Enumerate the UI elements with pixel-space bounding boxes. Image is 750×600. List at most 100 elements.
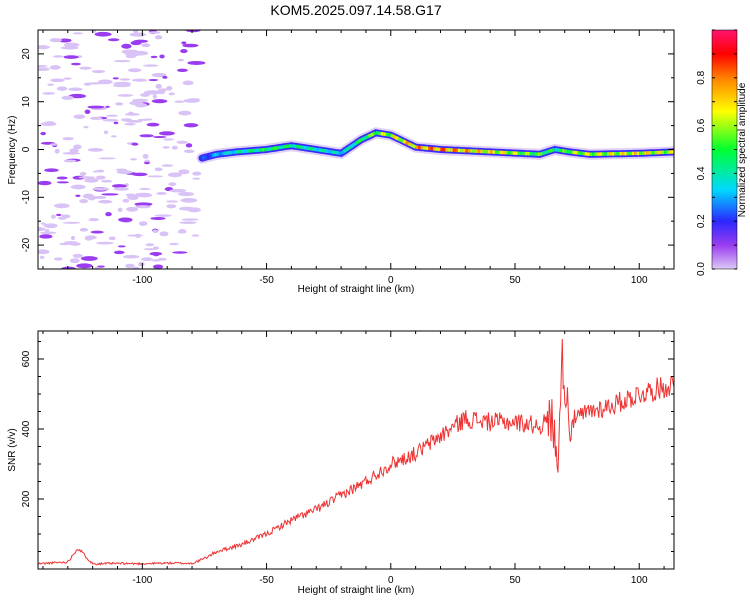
noise-speck: [113, 187, 129, 191]
x-tick-label: 0: [388, 575, 394, 586]
noise-speck: [161, 164, 174, 167]
noise-speck: [126, 206, 139, 212]
ridge-segment: [365, 134, 370, 140]
noise-speck: [169, 189, 187, 193]
noise-speck: [94, 266, 100, 269]
noise-speck: [129, 32, 147, 37]
noise-speck: [84, 109, 91, 115]
spectrogram-y-axis: -20 -10 0 10 20: [21, 29, 674, 270]
noise-speck: [182, 80, 194, 86]
noise-speck: [177, 58, 185, 62]
noise-speck: [155, 83, 162, 89]
noise-speck: [79, 66, 92, 70]
x-tick-label: -50: [259, 275, 274, 286]
colorbar-tick-label: 0.2: [696, 214, 707, 228]
ridge-segment: [546, 149, 551, 154]
ridge-segment: [355, 140, 360, 145]
x-tick-label: -100: [132, 275, 152, 286]
noise-speck: [44, 229, 50, 233]
ridge-segment: [211, 153, 215, 158]
noise-speck: [44, 121, 55, 124]
noise-speck: [152, 229, 159, 234]
ridge-segment: [340, 150, 345, 155]
ridge-segment: [347, 145, 353, 150]
noise-speck: [98, 199, 113, 204]
noise-speck: [70, 62, 81, 66]
colorbar-tick-label: 0.6: [696, 118, 707, 132]
ridge-segment: [404, 140, 409, 146]
noise-speck: [70, 235, 76, 241]
noise-speck: [166, 204, 177, 209]
noise-speck: [38, 182, 43, 185]
noise-speck: [113, 250, 125, 255]
noise-speck: [168, 182, 177, 187]
noise-speck: [56, 86, 68, 91]
noise-speck: [112, 84, 131, 88]
noise-speck: [62, 151, 80, 155]
noise-speck: [144, 161, 150, 165]
colorbar: 0.0 0.2 0.4 0.6 0.8 Normalized spectral ampl…: [696, 29, 748, 276]
noise-speck: [184, 149, 195, 153]
noise-speck: [113, 121, 119, 125]
noise-speck: [49, 143, 58, 146]
ridge-segment: [208, 153, 213, 158]
noise-speck: [50, 78, 65, 83]
noise-speck: [157, 257, 167, 261]
ridge-segment: [407, 141, 412, 147]
noise-speck: [134, 192, 152, 198]
noise-speck: [79, 171, 87, 176]
ridge-segment: [541, 151, 546, 156]
noise-speck: [39, 255, 45, 259]
noise-speck: [110, 135, 117, 138]
noise-speck: [130, 158, 137, 161]
snr-panel: -100 -50 0 50 100 200 400 600 Height of straig…: [7, 330, 675, 596]
noise-speck: [63, 77, 72, 80]
noise-speck: [38, 67, 50, 72]
ridge-segment: [544, 150, 548, 155]
ridge-segment: [345, 146, 350, 152]
snr-y-axis: 200 400 600: [21, 341, 674, 570]
ridge-segment: [399, 138, 404, 143]
noise-speck: [165, 200, 179, 203]
ridge-segment: [549, 148, 553, 153]
noise-speck: [107, 38, 120, 42]
noise-speck: [96, 241, 114, 245]
noise-speck: [127, 68, 142, 73]
noise-speck: [85, 235, 97, 240]
noise-speck: [72, 253, 83, 258]
colorbar-tick-label: 0.8: [696, 70, 707, 84]
noise-speck: [172, 251, 188, 254]
y-tick-label: 600: [21, 350, 32, 367]
noise-speck: [182, 43, 199, 48]
y-tick-label: -20: [21, 237, 32, 252]
noise-speck: [183, 98, 200, 103]
noise-speck: [131, 50, 149, 56]
ridge-segment: [357, 138, 362, 144]
noise-speck: [143, 90, 160, 95]
noise-speck: [115, 168, 127, 172]
noise-speck: [171, 145, 178, 150]
noise-speck: [72, 32, 84, 35]
noise-speck: [137, 118, 152, 121]
noise-speck: [132, 172, 148, 177]
noise-speck: [159, 231, 169, 237]
noise-speck: [44, 168, 59, 173]
noise-speck: [178, 192, 195, 197]
noise-speck: [101, 179, 113, 183]
noise-speck: [176, 68, 188, 73]
noise-speck: [148, 31, 161, 34]
noise-speck: [125, 55, 137, 59]
noise-speck: [112, 184, 127, 188]
noise-speck: [122, 255, 140, 259]
noise-speck: [40, 231, 57, 235]
noise-speck: [103, 130, 109, 134]
noise-speck: [87, 195, 96, 201]
snr-line: [38, 338, 674, 566]
x-tick-label: 50: [509, 575, 521, 586]
noise-speck: [63, 159, 77, 163]
spectrogram-xlabel: Height of straight line (km): [298, 284, 415, 295]
noise-speck: [133, 30, 139, 34]
noise-speck: [185, 143, 193, 148]
noise-speck: [51, 214, 56, 219]
noise-speck: [181, 218, 199, 221]
